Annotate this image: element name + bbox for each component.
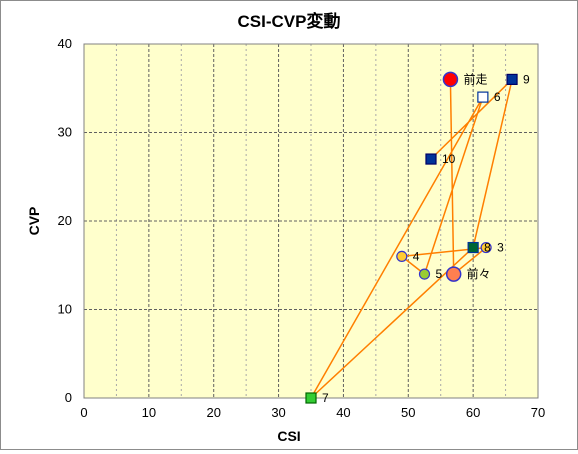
x-tick-label: 20: [206, 405, 220, 420]
y-axis-label: CVP: [26, 207, 42, 236]
x-tick-label: 70: [531, 405, 545, 420]
y-tick-label: 0: [65, 390, 72, 405]
point-label: 6: [494, 90, 501, 104]
y-tick-label: 30: [58, 125, 72, 140]
point-marker: [425, 153, 437, 165]
point-marker: [418, 268, 431, 280]
point-label: 前々: [467, 266, 491, 281]
x-tick-label: 30: [271, 405, 285, 420]
point-label: 7: [322, 391, 329, 405]
x-tick-label: 10: [142, 405, 156, 420]
x-tick-label: 60: [466, 405, 480, 420]
point-marker: [506, 73, 518, 86]
point-label: 10: [442, 152, 456, 166]
x-tick-label: 40: [336, 405, 350, 420]
chart-title: CSI-CVP変動: [238, 11, 341, 31]
point-marker: [396, 250, 408, 262]
point-label: 3: [497, 241, 504, 255]
y-tick-label: 40: [58, 36, 72, 51]
point-label: 8: [484, 241, 491, 255]
y-tick-label: 10: [58, 302, 72, 317]
point-marker: [480, 241, 492, 254]
point-marker: [305, 392, 317, 404]
x-axis-label: CSI: [277, 428, 300, 444]
point-label: 4: [413, 249, 420, 263]
point-label: 前走: [463, 71, 487, 86]
x-tick-label: 50: [401, 405, 415, 420]
point-label: 9: [523, 72, 530, 86]
series-line: [310, 77, 514, 399]
point-marker: [477, 91, 489, 103]
point-marker: [467, 241, 479, 254]
point-label: 5: [436, 267, 443, 281]
x-tick-label: 0: [80, 405, 87, 420]
y-tick-label: 20: [58, 213, 72, 228]
point-marker: [445, 266, 462, 282]
point-marker: [442, 71, 459, 88]
